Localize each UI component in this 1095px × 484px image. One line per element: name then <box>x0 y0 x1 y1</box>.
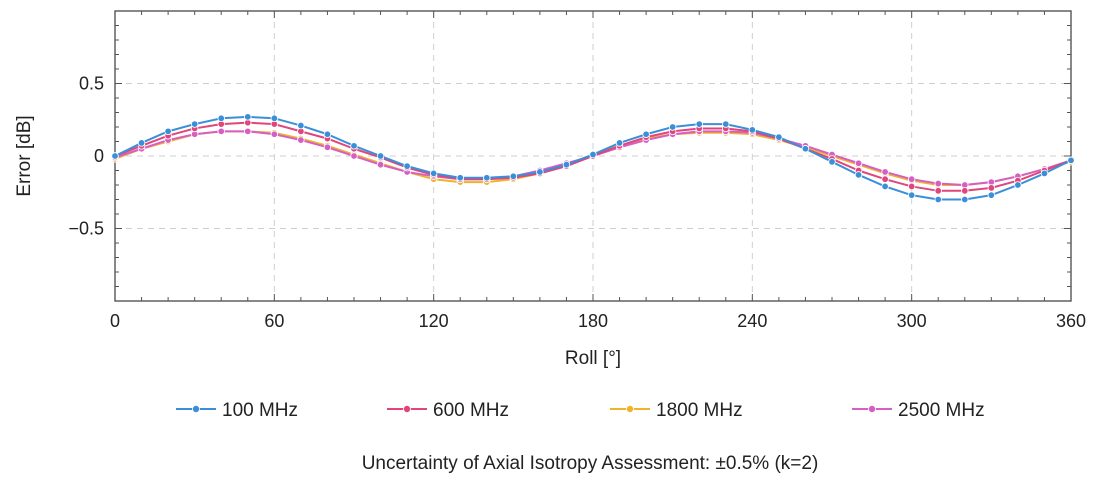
data-point <box>854 159 863 167</box>
data-point <box>854 171 863 179</box>
data-point <box>881 168 889 176</box>
data-point <box>1014 181 1022 189</box>
data-point <box>190 120 199 128</box>
legend-label: 600 MHz <box>433 400 509 421</box>
data-point <box>244 113 252 121</box>
data-point <box>642 130 650 138</box>
data-point <box>748 126 757 134</box>
data-point <box>1067 156 1075 165</box>
data-point <box>244 127 252 136</box>
data-point <box>323 130 332 138</box>
x-tick-label: 240 <box>737 311 767 331</box>
x-tick-label: 120 <box>419 311 449 331</box>
data-point <box>270 114 279 122</box>
data-point <box>403 162 411 170</box>
series-100-mhz <box>111 113 1075 204</box>
x-tick-label: 360 <box>1056 311 1086 331</box>
data-point <box>907 191 916 199</box>
data-point <box>934 195 942 204</box>
data-point <box>907 175 916 183</box>
data-point <box>164 127 172 136</box>
x-tick-label: 300 <box>897 311 927 331</box>
data-point <box>562 160 571 169</box>
uncertainty-note: Uncertainty of Axial Isotropy Assessment… <box>362 453 819 474</box>
legend: 100 MHz 600 MHz 1800 MHz 2500 MHz <box>176 400 985 421</box>
data-point <box>217 114 225 122</box>
data-point <box>376 160 385 169</box>
data-point <box>429 169 438 178</box>
data-point <box>615 139 624 147</box>
legend-label: 2500 MHz <box>898 400 985 421</box>
data-point <box>881 175 889 183</box>
data-point <box>323 143 332 151</box>
data-point <box>137 139 146 147</box>
data-point <box>668 123 677 131</box>
legend-item: 600 MHz <box>387 400 509 421</box>
y-tick-label: 0 <box>94 146 104 166</box>
data-point <box>270 130 279 138</box>
data-point <box>961 187 969 195</box>
data-point <box>509 172 518 180</box>
data-point <box>987 184 996 192</box>
data-point <box>217 127 225 136</box>
data-point <box>881 182 889 191</box>
legend-marker <box>626 404 635 413</box>
data-point <box>1040 169 1049 178</box>
data-point <box>961 195 969 204</box>
data-point <box>695 120 703 128</box>
data-point <box>828 158 836 166</box>
data-point <box>934 187 942 195</box>
y-tick-label: 0.5 <box>79 74 104 94</box>
data-point <box>907 182 916 191</box>
x-tick-label: 60 <box>264 311 284 331</box>
data-point <box>775 133 783 141</box>
series-layer <box>111 113 1075 204</box>
y-tick-label: −0.5 <box>68 219 104 239</box>
legend-item: 100 MHz <box>176 400 298 421</box>
legend-item: 1800 MHz <box>610 400 743 421</box>
data-point <box>801 145 810 153</box>
grid-layer <box>115 11 1071 301</box>
x-tick-labels: 0 60 120 180 240 300 360 <box>110 311 1086 331</box>
x-tick-label: 0 <box>110 311 120 331</box>
data-point <box>376 152 385 160</box>
x-axis-title: Roll [°] <box>565 348 621 369</box>
y-axis-title: Error [dB] <box>14 115 35 196</box>
legend-label: 100 MHz <box>222 400 298 421</box>
data-point <box>589 150 597 159</box>
data-point <box>456 174 464 182</box>
legend-label: 1800 MHz <box>656 400 743 421</box>
legend-marker <box>191 404 200 413</box>
legend-marker <box>402 404 411 413</box>
data-point <box>483 174 491 182</box>
x-tick-label: 180 <box>578 311 608 331</box>
legend-marker <box>868 404 877 413</box>
data-point <box>934 179 942 188</box>
data-point <box>987 191 996 199</box>
data-point <box>722 120 730 128</box>
data-point <box>111 152 119 160</box>
data-point <box>536 168 544 176</box>
data-point <box>350 142 358 150</box>
y-tick-labels: −0.5 0 0.5 <box>68 74 104 239</box>
data-point <box>350 152 358 160</box>
data-point <box>297 121 305 130</box>
data-point <box>297 136 305 144</box>
legend-item: 2500 MHz <box>852 400 985 421</box>
